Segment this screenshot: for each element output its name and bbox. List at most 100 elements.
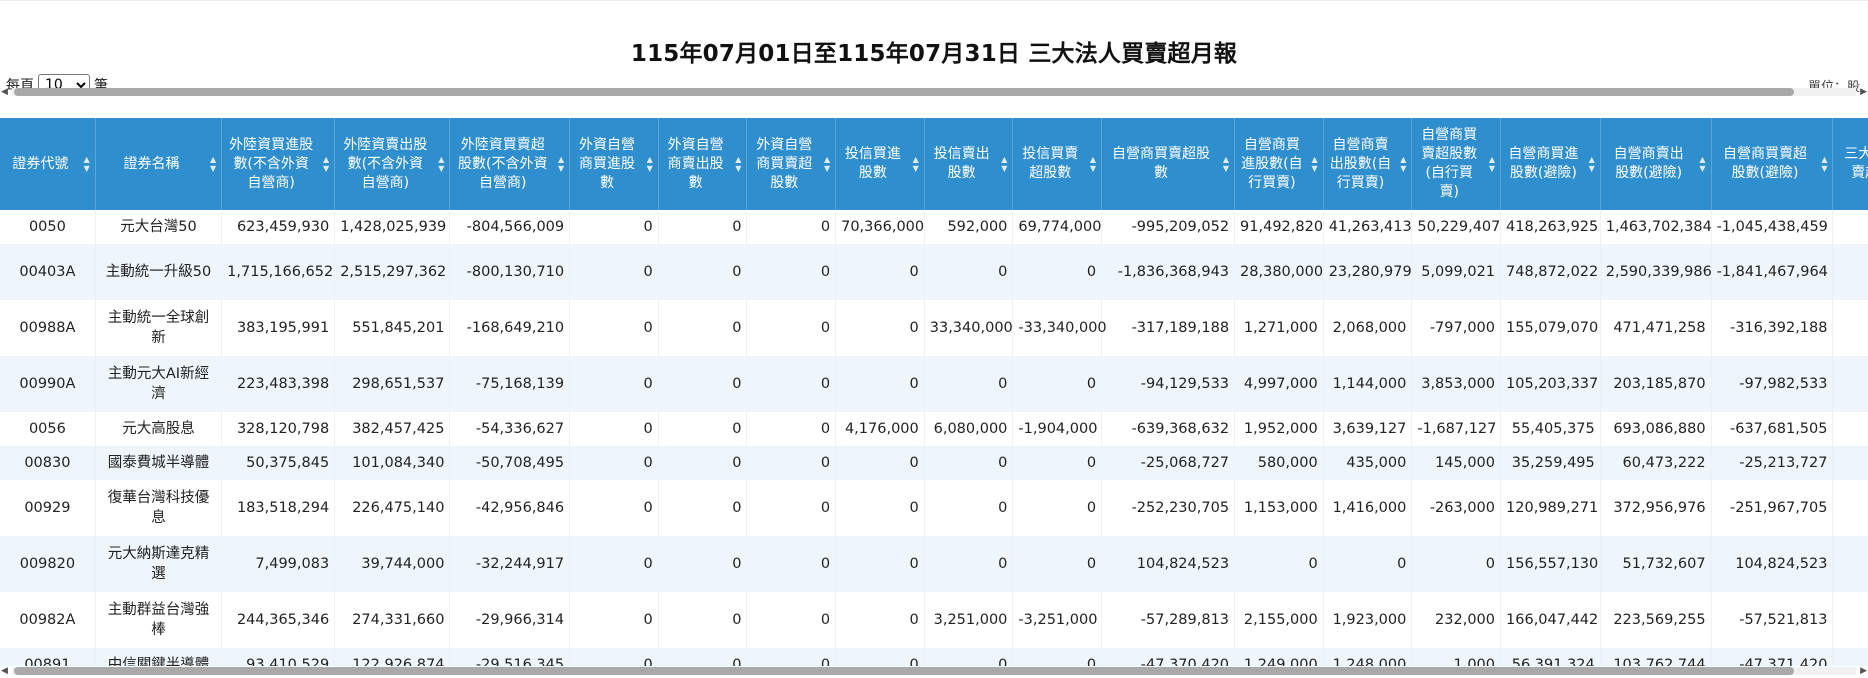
sort-icon[interactable]: ▲ ▼ [1089, 155, 1097, 173]
value-cell: 0 [835, 648, 925, 666]
scrollbar-thumb[interactable] [14, 88, 1794, 96]
value-cell: -25,068,727 [1101, 446, 1236, 480]
column-header[interactable]: 三大法人買賣超股數▲▼ [1832, 118, 1868, 210]
value-cell: -1,841,467,964 [1711, 244, 1834, 300]
table-row[interactable]: 0050 元大台灣50 623,459,930 1,428,025,939 -804,5… [0, 210, 1868, 244]
column-header[interactable]: 投信賣出股數 ▲ ▼ [924, 118, 1014, 210]
table-row[interactable]: 00988A 主動統一全球創新 383,195,991 551,845,201 -168… [0, 300, 1868, 356]
table-row[interactable]: 00990A 主動元大AI新經濟 223,483,398 298,651,537 -75… [0, 356, 1868, 412]
table-row[interactable]: 00982A 主動群益台灣強棒 244,365,346 274,331,660 -29,… [0, 592, 1868, 648]
bottom-horizontal-scrollbar[interactable]: ◀ ▶ [0, 664, 1868, 678]
table-row[interactable]: 00891 中信關鍵半導體 93,410,529 122,926,874 -29,516… [0, 648, 1868, 666]
value-cell: 0 [1234, 536, 1324, 592]
scroll-left-arrow-icon[interactable]: ◀ [1, 666, 8, 676]
column-header[interactable]: 外資自營商買進股數 ▲ ▼ [569, 118, 659, 210]
sort-icon[interactable]: ▲ ▼ [1001, 155, 1008, 173]
sort-icon[interactable]: ▲ ▼ [1699, 155, 1706, 173]
value-cell: -57,289,813 [1101, 592, 1236, 648]
value-cell: 748,872,022 [1500, 244, 1601, 300]
value-cell: 383,195,991 [221, 300, 336, 356]
sort-icon[interactable]: ▲ ▼ [1400, 155, 1407, 173]
column-header[interactable]: 外陸資買進股數(不含外資自營商) ▲ ▼ [221, 118, 336, 210]
column-header[interactable]: 外資自營商買賣超股數 ▲ ▼ [746, 118, 837, 210]
column-header[interactable]: 自營商買賣超股數(自行買賣) ▲ ▼ [1411, 118, 1502, 210]
value-cell: 223,483,398 [221, 356, 336, 412]
sort-icon[interactable]: ▲ ▼ [210, 155, 217, 173]
column-header[interactable]: 外資自營商賣出股數 ▲ ▼ [658, 118, 748, 210]
column-header[interactable]: 自營商買賣超股數 ▲ ▼ [1101, 118, 1236, 210]
column-header-label: 外陸資買賣超股數(不含外資自營商) [458, 136, 548, 191]
security-name-cell: 主動群益台灣強棒 [95, 592, 223, 648]
value-cell: 592,000 [924, 210, 1014, 244]
value-cell: -75,168,139 [449, 356, 571, 412]
column-header[interactable]: 外陸資買賣超股數(不含外資自營商) ▲ ▼ [449, 118, 571, 210]
sort-icon[interactable]: ▲ ▼ [823, 155, 831, 173]
table-row[interactable]: 00929 復華台灣科技優息 183,518,294 226,475,140 -42,9… [0, 480, 1868, 536]
column-header-label: 證券名稱 [123, 155, 180, 172]
value-cell: -33,340,000 [1012, 300, 1107, 356]
value-cell: -32,244,917 [449, 536, 571, 592]
value-cell: 0 [1012, 446, 1103, 480]
column-header[interactable]: 自營商買賣超股數(避險) ▲ ▼ [1711, 118, 1834, 210]
value-cell: 0 [569, 536, 659, 592]
sort-icon[interactable]: ▲ ▼ [83, 155, 90, 173]
column-header[interactable]: 自營商買進股數(避險) ▲ ▼ [1500, 118, 1601, 210]
value-cell: -90,5 [1832, 592, 1868, 648]
sort-icon[interactable]: ▲ ▼ [912, 155, 919, 173]
column-header-label: 自營商買賣超股數(避險) [1723, 146, 1808, 181]
value-cell: -1,904,000 [1012, 412, 1103, 446]
scroll-left-arrow-icon[interactable]: ◀ [1, 87, 8, 97]
top-horizontal-scrollbar[interactable]: ◀ ▶ [0, 85, 1868, 99]
column-header[interactable]: 外陸資賣出股數(不含外資自營商) ▲ ▼ [334, 118, 451, 210]
scroll-right-arrow-icon[interactable]: ▶ [1860, 666, 1867, 676]
value-cell: 0 [746, 480, 837, 536]
table-row[interactable]: 0056 元大高股息 328,120,798 382,457,425 -54,336,6… [0, 412, 1868, 446]
value-cell: 103,762,744 [1600, 648, 1712, 666]
value-cell: -97,982,533 [1711, 356, 1834, 412]
value-cell: 0 [1323, 536, 1413, 592]
institutional-trading-table: 證券代號 ▲ ▼ 證券名稱 ▲ ▼ 外陸資買進股數(不含外資自營商) ▲ ▼ 外陸資賣出股數(不含… [0, 118, 1868, 666]
value-cell: 0 [746, 300, 837, 356]
security-code-cell: 0050 [0, 210, 96, 244]
security-name-cell: 主動元大AI新經濟 [95, 356, 223, 412]
scroll-right-arrow-icon[interactable]: ▶ [1860, 87, 1867, 97]
value-cell: 0 [1012, 244, 1103, 300]
table-row[interactable]: 00403A 主動統一升級50 1,715,166,652 2,515,297,362… [0, 244, 1868, 300]
sort-icon[interactable]: ▲ ▼ [646, 155, 653, 173]
sort-icon[interactable]: ▲ ▼ [557, 155, 565, 173]
value-cell: 3,251,000 [924, 592, 1014, 648]
sort-icon[interactable]: ▲ ▼ [438, 155, 445, 173]
value-cell: 50,375,845 [221, 446, 336, 480]
value-cell: 0 [746, 210, 837, 244]
value-cell: 50,229,407 [1411, 210, 1502, 244]
sort-icon[interactable]: ▲ ▼ [735, 155, 742, 173]
sort-icon[interactable]: ▲ ▼ [1222, 155, 1230, 173]
value-cell: -1,687,127 [1411, 412, 1502, 446]
column-header[interactable]: 自營商賣出股數(避險) ▲ ▼ [1600, 118, 1712, 210]
value-cell: 104,824,523 [1711, 536, 1834, 592]
column-header[interactable]: 證券名稱 ▲ ▼ [95, 118, 223, 210]
sort-icon[interactable]: ▲ ▼ [323, 155, 330, 173]
sort-icon[interactable]: ▲ ▼ [1821, 155, 1828, 173]
value-cell: 120,989,271 [1500, 480, 1601, 536]
value-cell: 382,457,425 [334, 412, 451, 446]
value-cell: 122,926,874 [334, 648, 451, 666]
column-header[interactable]: 證券代號 ▲ ▼ [0, 118, 96, 210]
column-header[interactable]: 自營商賣出股數(自行買賣) ▲ ▼ [1323, 118, 1413, 210]
scrollbar-thumb[interactable] [14, 667, 1794, 675]
value-cell: -263,000 [1411, 480, 1502, 536]
value-cell: 0 [569, 412, 659, 446]
table-row[interactable]: 009820 元大納斯達克精選 7,499,083 39,744,000 -32,244… [0, 536, 1868, 592]
sort-icon[interactable]: ▲ ▼ [1488, 155, 1496, 173]
column-header[interactable]: 投信買進股數 ▲ ▼ [835, 118, 925, 210]
sort-icon[interactable]: ▲ ▼ [1588, 155, 1595, 173]
column-header[interactable]: 自營商買進股數(自行買賣) ▲ ▼ [1234, 118, 1324, 210]
value-cell: 1,248,000 [1323, 648, 1413, 666]
value-cell: 72,5 [1832, 536, 1868, 592]
column-header[interactable]: 投信買賣超股數 ▲ ▼ [1012, 118, 1103, 210]
sort-icon[interactable]: ▲ ▼ [1311, 155, 1318, 173]
value-cell: 0 [746, 536, 837, 592]
table-row[interactable]: 00830 國泰費城半導體 50,375,845 101,084,340 -50,708… [0, 446, 1868, 480]
value-cell: 69,774,000 [1012, 210, 1103, 244]
value-cell: 1,144,000 [1323, 356, 1413, 412]
